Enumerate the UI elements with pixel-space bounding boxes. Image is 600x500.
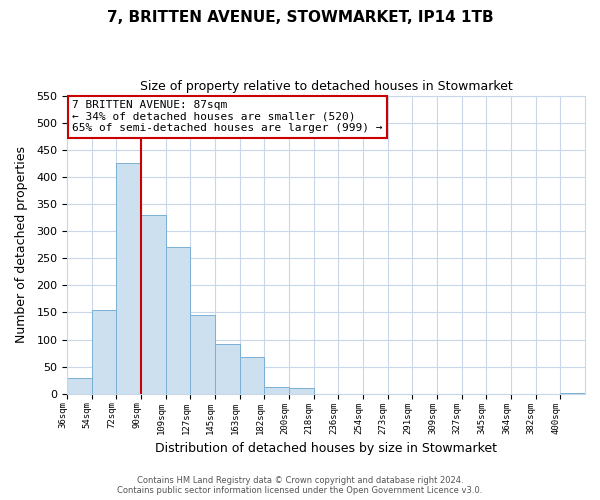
Bar <box>116 164 141 394</box>
Bar <box>289 388 314 394</box>
Y-axis label: Number of detached properties: Number of detached properties <box>15 146 28 343</box>
Bar <box>215 344 240 394</box>
Title: Size of property relative to detached houses in Stowmarket: Size of property relative to detached ho… <box>140 80 512 93</box>
Bar <box>92 310 116 394</box>
Bar <box>67 378 92 394</box>
Text: 7, BRITTEN AVENUE, STOWMARKET, IP14 1TB: 7, BRITTEN AVENUE, STOWMARKET, IP14 1TB <box>107 10 493 25</box>
Bar <box>190 315 215 394</box>
Text: 7 BRITTEN AVENUE: 87sqm
← 34% of detached houses are smaller (520)
65% of semi-d: 7 BRITTEN AVENUE: 87sqm ← 34% of detache… <box>73 100 383 133</box>
Bar <box>560 392 585 394</box>
Text: Contains HM Land Registry data © Crown copyright and database right 2024.
Contai: Contains HM Land Registry data © Crown c… <box>118 476 482 495</box>
Bar <box>141 215 166 394</box>
Bar <box>166 248 190 394</box>
X-axis label: Distribution of detached houses by size in Stowmarket: Distribution of detached houses by size … <box>155 442 497 455</box>
Bar <box>240 357 265 394</box>
Bar <box>265 386 289 394</box>
